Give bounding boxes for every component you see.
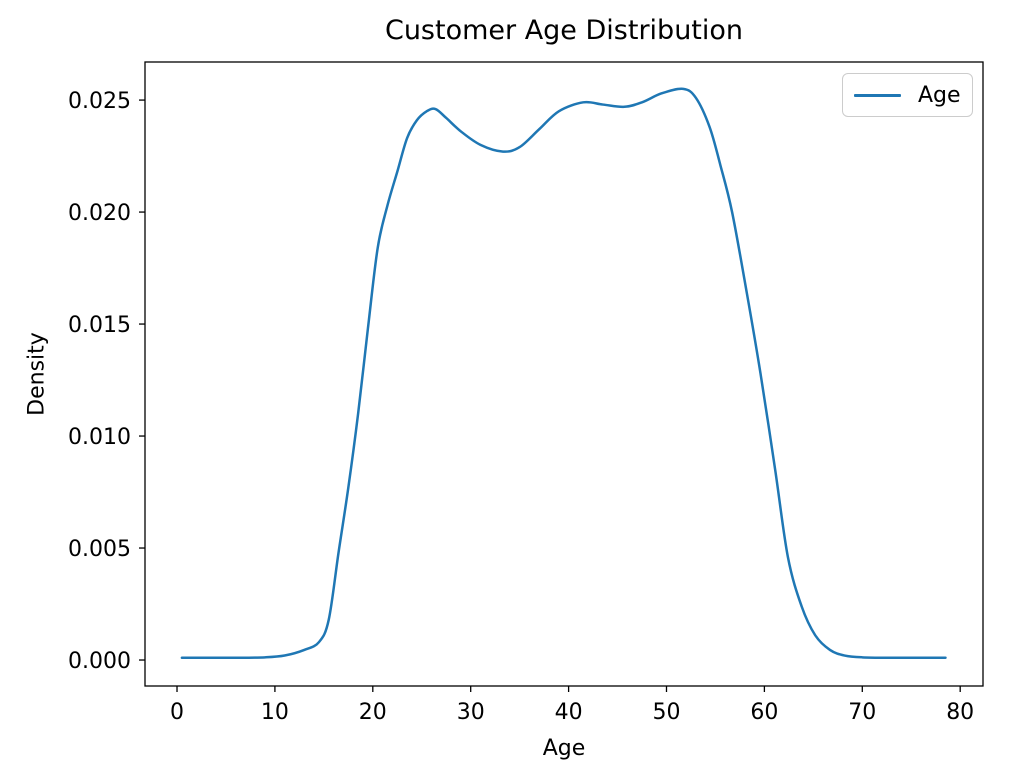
chart-title: Customer Age Distribution <box>384 15 744 46</box>
y-tick-label: 0.025 <box>68 89 131 114</box>
x-tick-label: 30 <box>457 700 485 725</box>
y-tick-label: 0.000 <box>68 649 131 674</box>
legend: Age <box>842 73 973 117</box>
axes-spines <box>144 61 984 687</box>
x-tick-label: 60 <box>750 700 778 725</box>
y-tick-label: 0.005 <box>68 537 131 562</box>
x-tick-label: 40 <box>555 700 583 725</box>
x-tick-label: 70 <box>848 700 876 725</box>
x-axis-label: Age <box>542 736 586 761</box>
legend-label: Age <box>918 82 961 108</box>
y-tick-label: 0.020 <box>68 201 131 226</box>
density-curve <box>180 87 947 660</box>
y-tick-label: 0.015 <box>68 313 131 338</box>
y-tick-label: 0.010 <box>68 425 131 450</box>
x-tick-label: 80 <box>946 700 974 725</box>
y-axis-label: Density <box>24 332 50 416</box>
legend-line-swatch <box>854 93 901 97</box>
x-tick-label: 50 <box>652 700 680 725</box>
x-tick-label: 0 <box>170 700 184 725</box>
x-tick-label: 20 <box>359 700 387 725</box>
x-tick-label: 10 <box>261 700 289 725</box>
